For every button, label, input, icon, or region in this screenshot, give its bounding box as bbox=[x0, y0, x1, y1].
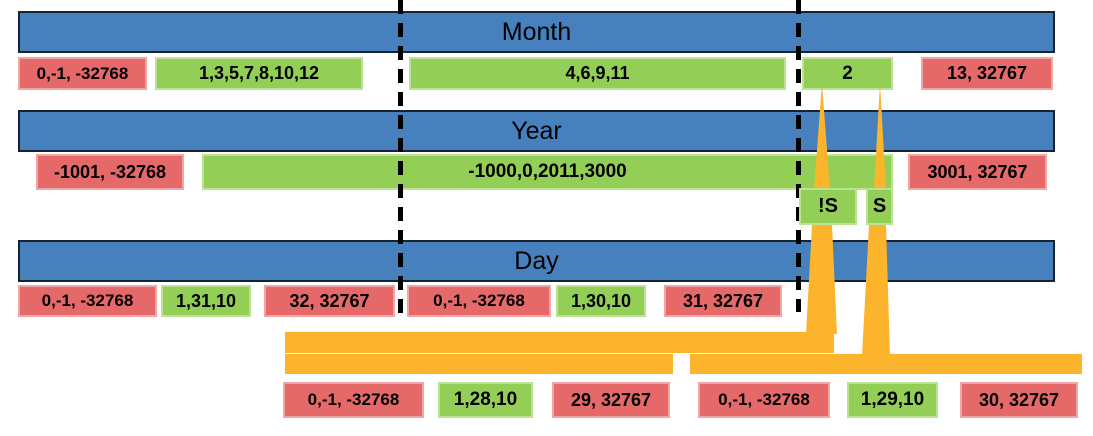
connector-bar-nonleap-group bbox=[285, 354, 673, 374]
year-partition-invalid-high: 3001, 32767 bbox=[908, 154, 1047, 190]
feb-nonleap-partition-invalid-high: 29, 32767 bbox=[552, 382, 670, 418]
month-bar-title: Month bbox=[501, 17, 572, 46]
connector-bar-nonleap-upper bbox=[285, 332, 834, 353]
year-range-bar: Year bbox=[18, 110, 1055, 152]
year-partition-valid: -1000,0,2011,3000 bbox=[202, 154, 893, 190]
day-partition-invalid-low-30: 0,-1, -32768 bbox=[407, 285, 551, 317]
connector-bar-leap-group bbox=[690, 354, 1082, 374]
year-bar-title: Year bbox=[511, 116, 562, 145]
flag-leap-year: S bbox=[866, 188, 893, 225]
boundary-dashed-line-right bbox=[796, 0, 801, 312]
day-partition-invalid-low-31: 0,-1, -32768 bbox=[18, 285, 157, 317]
month-partition-february: 2 bbox=[802, 57, 893, 90]
feb-nonleap-partition-valid: 1,28,10 bbox=[438, 382, 533, 418]
day-partition-invalid-high-30: 31, 32767 bbox=[664, 285, 782, 317]
month-partition-invalid-low: 0,-1, -32768 bbox=[18, 57, 147, 90]
month-partition-30day-months: 4,6,9,11 bbox=[409, 57, 786, 90]
flag-not-leap-year: !S bbox=[799, 188, 857, 225]
feb-leap-partition-valid: 1,29,10 bbox=[847, 382, 938, 418]
day-range-bar: Day bbox=[18, 240, 1055, 282]
day-partition-invalid-high-31: 32, 32767 bbox=[264, 285, 395, 317]
month-range-bar: Month bbox=[18, 11, 1055, 53]
day-partition-valid-31: 1,31,10 bbox=[161, 285, 251, 317]
day-bar-title: Day bbox=[514, 246, 559, 275]
day-partition-valid-30: 1,30,10 bbox=[556, 285, 646, 317]
month-partition-invalid-high: 13, 32767 bbox=[921, 57, 1053, 90]
month-partition-31day-months: 1,3,5,7,8,10,12 bbox=[155, 57, 363, 90]
feb-leap-partition-invalid-low: 0,-1, -32768 bbox=[698, 382, 830, 418]
feb-leap-partition-invalid-high: 30, 32767 bbox=[960, 382, 1078, 418]
boundary-dashed-line-left bbox=[398, 0, 403, 316]
feb-nonleap-partition-invalid-low: 0,-1, -32768 bbox=[283, 382, 424, 418]
year-partition-invalid-low: -1001, -32768 bbox=[36, 154, 184, 190]
